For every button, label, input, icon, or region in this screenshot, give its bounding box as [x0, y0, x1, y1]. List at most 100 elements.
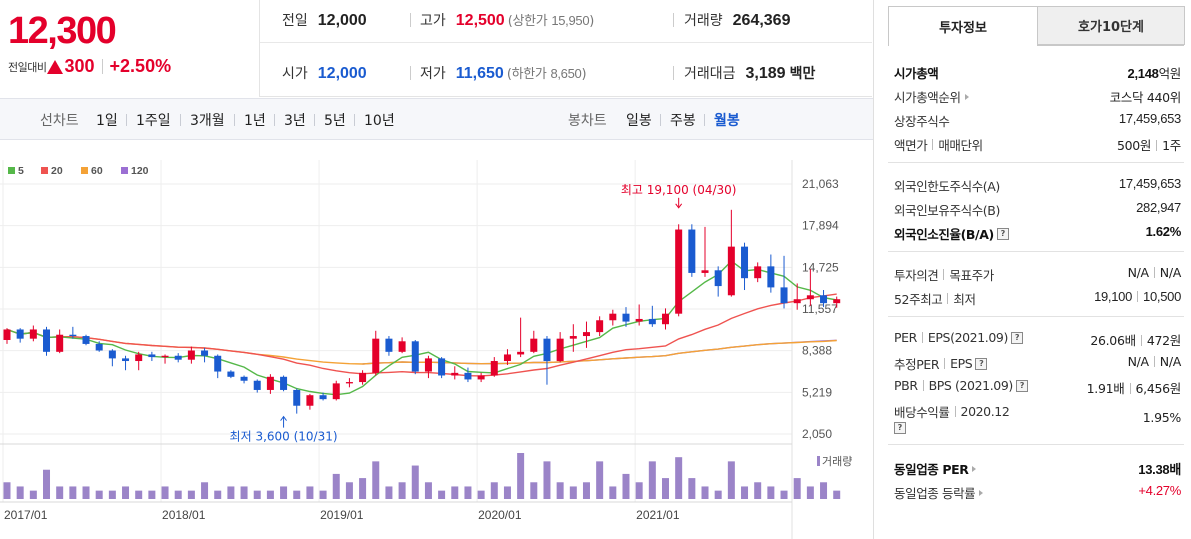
volume-bar — [43, 469, 51, 499]
par-value: 500원 — [1116, 138, 1152, 153]
tab-investment-info[interactable]: 투자정보 — [888, 6, 1038, 45]
lower-limit-value: 8,650 — [550, 66, 582, 81]
tab-1-day[interactable]: 1일 — [96, 113, 118, 129]
help-icon[interactable]: ? — [894, 422, 906, 434]
market-cap-unit: 억원 — [1158, 66, 1182, 81]
candle-body — [253, 380, 261, 390]
candle-body — [477, 375, 485, 380]
candle-body — [293, 389, 301, 406]
industry-change-value: +4.27% — [1138, 483, 1181, 498]
divider — [1137, 291, 1139, 302]
candle-body — [135, 354, 143, 362]
divider — [673, 13, 674, 27]
volume-bar — [464, 486, 472, 499]
divider — [101, 59, 103, 74]
divider — [234, 114, 235, 126]
est-per-value: N/A — [1127, 354, 1150, 369]
tab-1-week[interactable]: 1주일 — [136, 113, 171, 129]
divider — [954, 406, 956, 417]
candle-body — [385, 338, 393, 352]
industry-per-label: 동일업종 PER — [894, 462, 969, 477]
volume-bar — [609, 486, 617, 499]
candle-body — [517, 351, 525, 355]
caret-right-icon — [979, 489, 984, 496]
divider — [944, 358, 946, 369]
week52-high-label: 52주최고 — [894, 292, 943, 307]
change-percent: +2.50% — [109, 56, 172, 76]
target-label: 목표주가 — [949, 268, 994, 283]
help-icon[interactable]: ? — [1015, 379, 1028, 392]
per-label: PER — [894, 330, 917, 345]
upper-limit: (상한가 15,950) — [508, 10, 595, 29]
x-tick-label: 2021/01 — [636, 508, 680, 522]
foreign-limit-value: 17,459,653 — [1118, 176, 1181, 191]
divider — [260, 42, 872, 43]
volume-bar — [385, 486, 393, 499]
prev-close-label: 전일 — [282, 13, 308, 29]
candle-body — [609, 313, 617, 321]
bps-label: BPS (2021.09) — [928, 378, 1014, 393]
week52-row: 52주최고 최저 19,100 10,500 — [894, 287, 1181, 309]
volume-bar — [253, 490, 261, 499]
tab-order-book[interactable]: 호가10단계 — [1037, 6, 1185, 45]
foreign-hold-row: 외국인보유주식수(B) 282,947 — [894, 198, 1181, 220]
candle-body — [372, 338, 380, 373]
legend-swatch — [41, 167, 48, 174]
volume-bar — [714, 490, 722, 499]
shares-label: 상장주식수 — [894, 114, 950, 129]
volume-bar — [477, 490, 485, 499]
market-cap-label: 시가총액 — [894, 66, 939, 81]
high-arrow-head — [675, 203, 683, 209]
tab-daily[interactable]: 일봉 — [626, 113, 652, 129]
foreign-ratio-label: 외국인소진율(B/A) — [894, 227, 994, 242]
volume-bar — [424, 482, 432, 499]
divider — [180, 114, 181, 126]
price-chart[interactable]: 21,063 17,894 14,725 11,557 8,388 5,219 2,050 2… — [0, 140, 873, 539]
tab-1-year[interactable]: 1년 — [244, 113, 266, 129]
trade-value-label: 거래대금 — [684, 66, 736, 82]
candle-body — [108, 350, 116, 359]
tab-5-years[interactable]: 5년 — [324, 113, 346, 129]
candle-body — [688, 229, 696, 273]
tab-weekly[interactable]: 주봉 — [670, 113, 696, 129]
candle-body — [438, 358, 446, 376]
volume-bar — [767, 486, 775, 499]
shares-value: 17,459,653 — [1118, 111, 1181, 126]
tab-monthly[interactable]: 월봉 — [714, 113, 740, 129]
volume-bar — [438, 490, 446, 499]
volume-bar — [517, 453, 525, 499]
help-icon[interactable]: ? — [1010, 331, 1023, 344]
est-per-label: 추정PER — [894, 357, 940, 372]
low-arrow-head — [280, 415, 287, 421]
candle-body — [451, 372, 459, 376]
opinion-value: N/A — [1127, 265, 1150, 280]
bps-value: 6,456원 — [1135, 381, 1182, 396]
tab-3-months[interactable]: 3개월 — [190, 113, 225, 129]
opinion-label: 투자의견 — [894, 268, 939, 283]
candle-body — [767, 266, 775, 288]
volume-bar — [372, 461, 380, 499]
industry-per-row: 동일업종 PER 13.38배 — [894, 457, 1181, 479]
volume-legend-swatch — [817, 456, 820, 466]
candle-body — [411, 341, 419, 372]
candle-body — [174, 355, 182, 360]
prev-close: 전일 12,000 — [282, 10, 367, 30]
tab-10-years[interactable]: 10년 — [364, 113, 395, 129]
market-cap-rank-row: 시가총액순위 코스닥 440위 — [894, 85, 1181, 107]
divider — [888, 251, 1184, 252]
volume-bar — [569, 486, 577, 499]
legend-swatch — [121, 167, 128, 174]
legend-label: 120 — [131, 165, 149, 177]
foreign-ratio-row: 외국인소진율(B/A)? 1.62% — [894, 222, 1181, 244]
volume-bar — [16, 486, 24, 499]
volume: 거래량 264,369 — [684, 10, 790, 30]
x-tick-label: 2020/01 — [478, 508, 522, 522]
market-cap-rank-label: 시가총액순위 — [894, 90, 961, 105]
help-icon[interactable]: ? — [975, 357, 988, 370]
help-icon[interactable]: ? — [996, 227, 1009, 240]
candle-body — [398, 341, 406, 352]
tab-3-years[interactable]: 3년 — [284, 113, 306, 129]
volume-label: 거래량 — [684, 13, 723, 29]
upper-limit-paren: ) — [589, 14, 595, 29]
candle-body — [662, 313, 669, 325]
